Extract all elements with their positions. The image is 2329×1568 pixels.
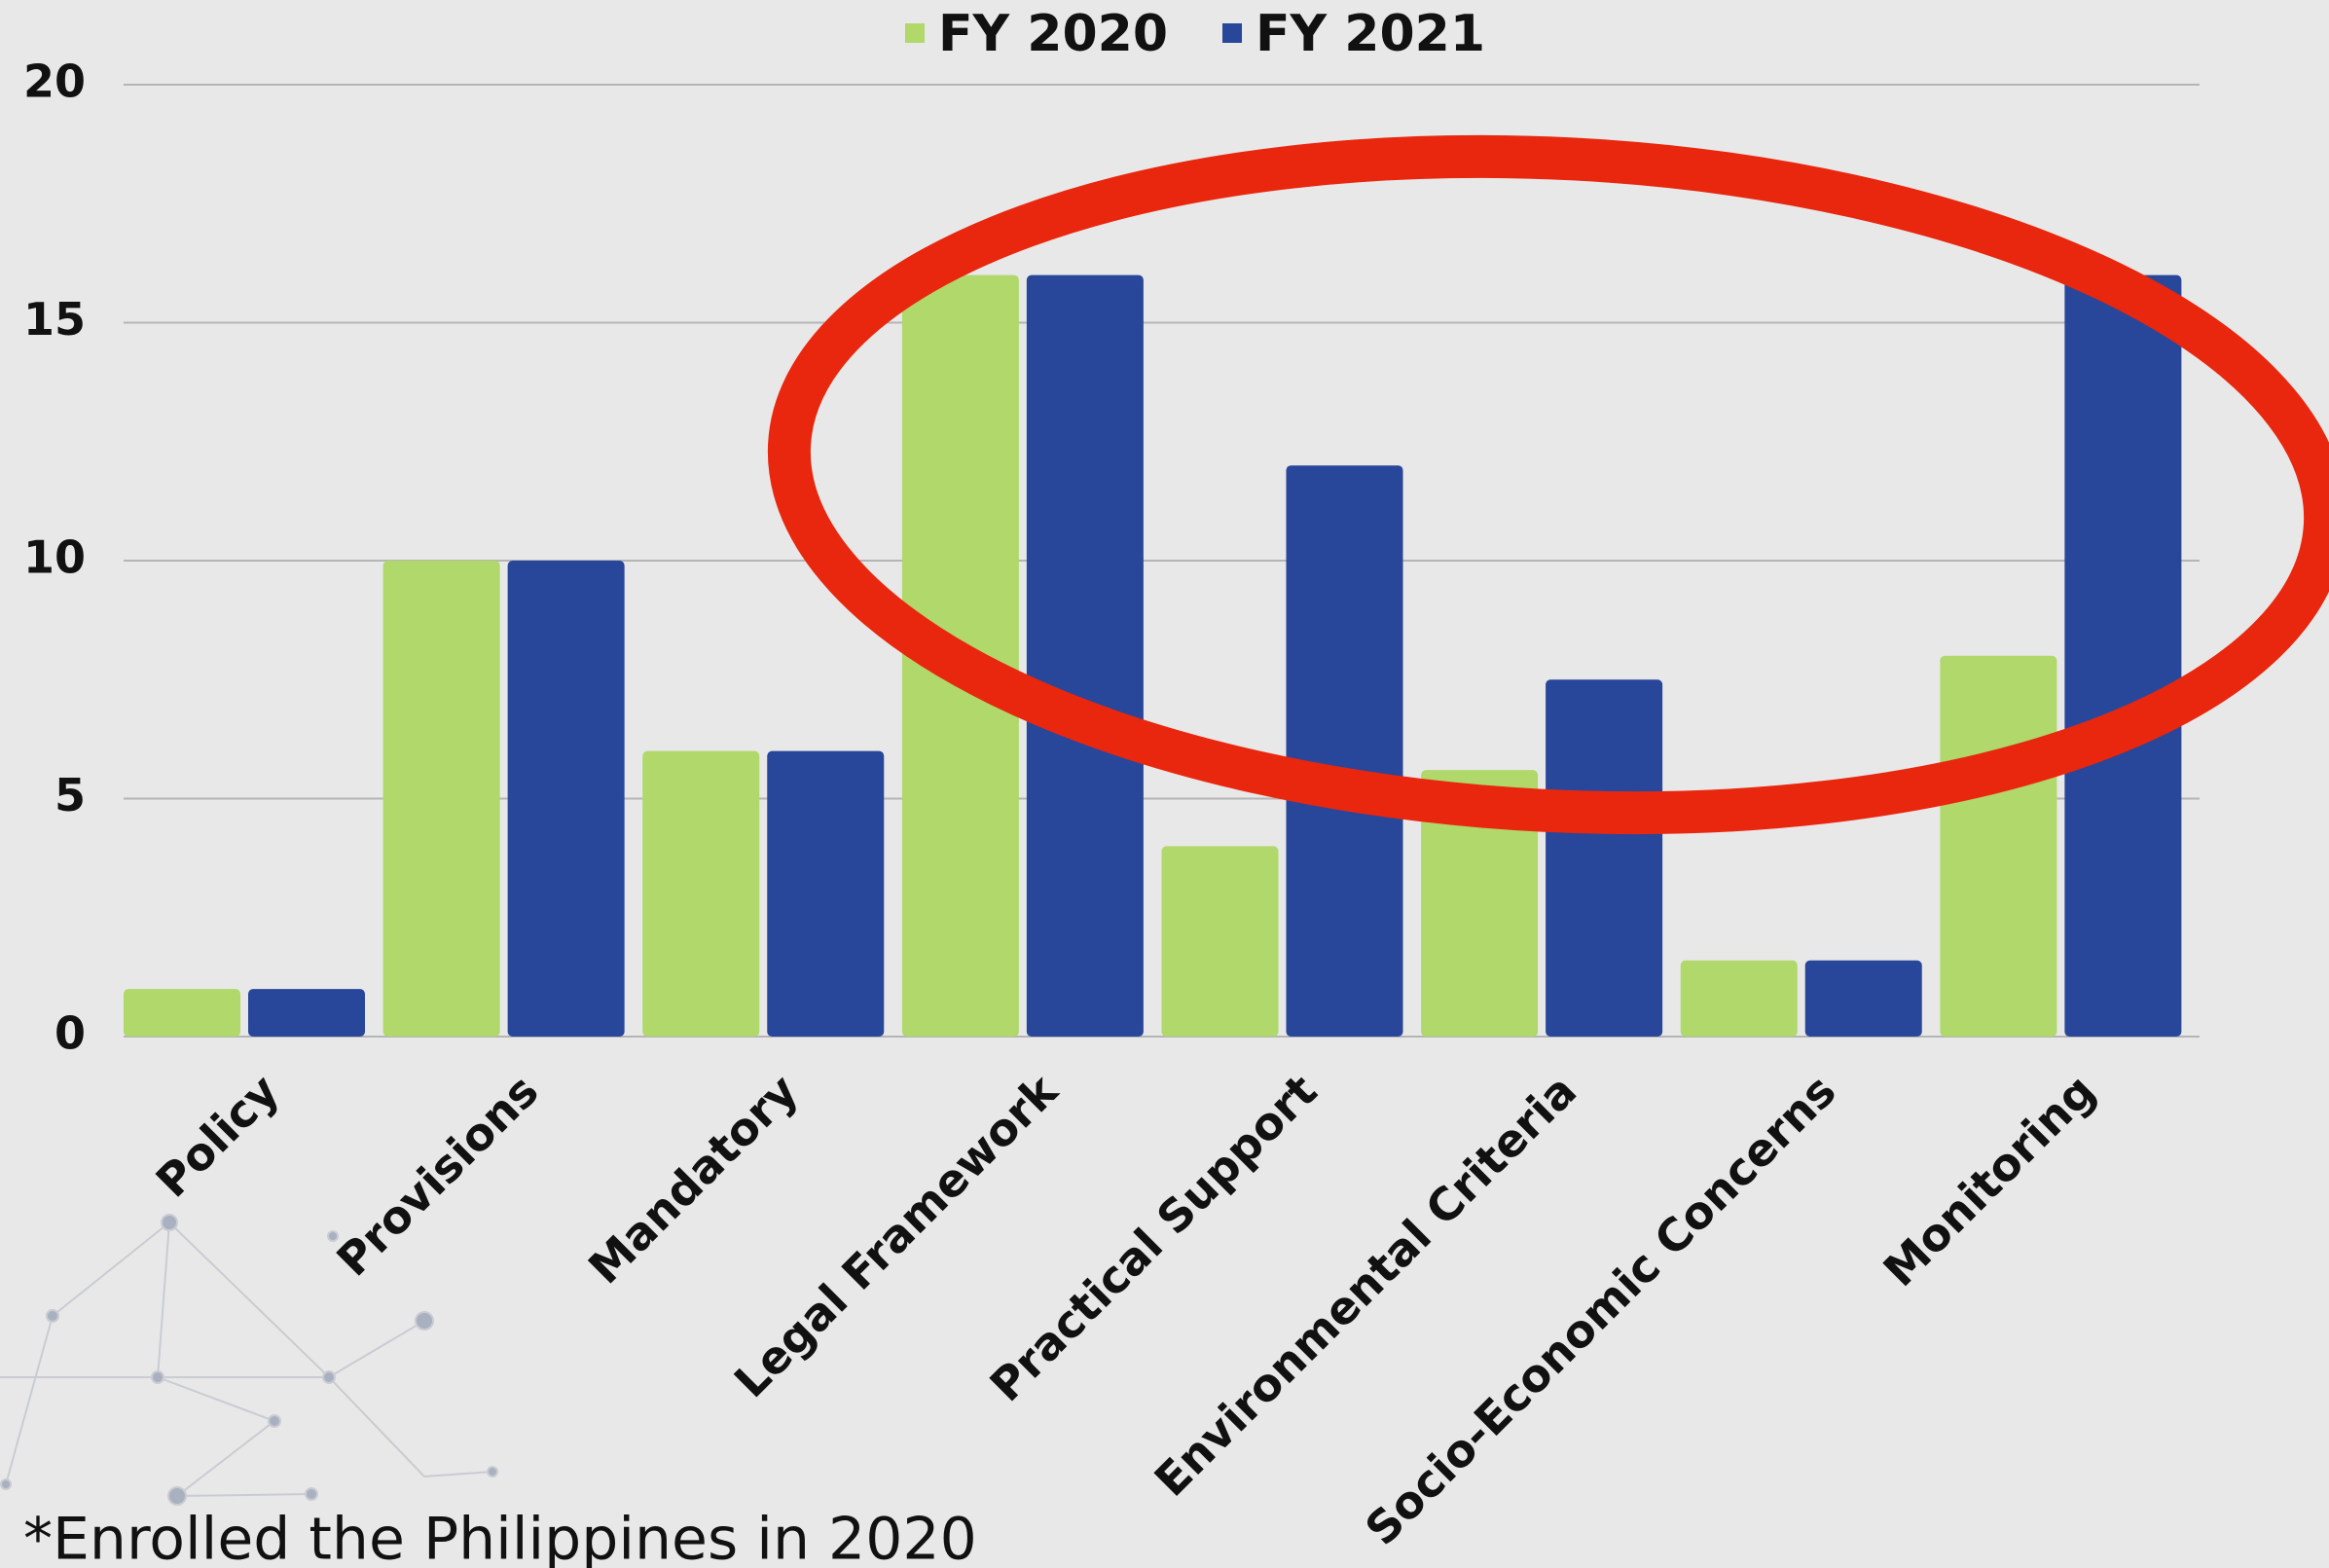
- y-tick-label: 15: [23, 293, 86, 346]
- y-tick-label: 20: [23, 55, 86, 108]
- bar: [508, 561, 625, 1037]
- x-tick-label: Monitoring: [1874, 1064, 2106, 1296]
- bar: [1287, 465, 1403, 1037]
- bar: [642, 751, 759, 1037]
- bar: [1681, 961, 1798, 1037]
- y-tick-label: 0: [55, 1007, 86, 1060]
- x-tick-label: Socio-Economic Concerns: [1355, 1064, 1846, 1555]
- bar: [248, 989, 365, 1037]
- y-tick-label: 5: [55, 769, 86, 821]
- x-tick-label: Provisions: [326, 1064, 548, 1286]
- legend-label: FY 2020: [938, 5, 1168, 63]
- bar: [767, 751, 884, 1037]
- legend-swatch: [905, 23, 925, 43]
- y-tick-label: 10: [23, 531, 86, 584]
- page: {"chart_data": {"type": "bar", "categori…: [0, 0, 2329, 1568]
- chart: 05101520PolicyProvisionsMandatoryLegal F…: [0, 0, 2329, 1568]
- bar: [1027, 275, 1144, 1037]
- x-tick-label: Environmental Criteria: [1145, 1064, 1586, 1506]
- network-decoration: [0, 1215, 497, 1505]
- x-tick-label: Mandatory: [578, 1064, 808, 1294]
- bar: [1162, 846, 1279, 1037]
- bar: [383, 561, 500, 1037]
- bar: [2064, 275, 2181, 1037]
- legend-label: FY 2021: [1255, 5, 1485, 63]
- x-tick-label: Policy: [146, 1064, 289, 1207]
- footnote: *Enrolled the Philippines in 2020: [23, 1506, 977, 1568]
- bar: [124, 989, 240, 1037]
- legend-swatch: [1222, 23, 1242, 43]
- bar: [1546, 679, 1662, 1037]
- bar: [1940, 656, 2056, 1037]
- bar: [1805, 961, 1922, 1037]
